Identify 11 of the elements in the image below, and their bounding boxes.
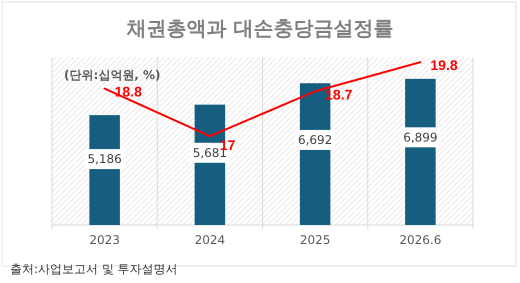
- data-label: 6,692: [298, 132, 332, 147]
- x-tick-label: 2023: [89, 233, 120, 247]
- source-note: 출처:사업보고서 및 투자설명서: [10, 262, 178, 276]
- x-tick-label: 2025: [300, 233, 330, 247]
- data-label: 6,899: [403, 130, 438, 144]
- x-tick-label: 2024: [194, 233, 226, 247]
- data-label: 5,186: [87, 152, 122, 166]
- annotation: (단위:십억원, %): [64, 68, 161, 82]
- x-tick-label: 2026.6: [399, 233, 442, 247]
- chart-title: 채권총액과 대손충당금설정률: [126, 16, 394, 40]
- data-label: 19.8: [430, 57, 458, 74]
